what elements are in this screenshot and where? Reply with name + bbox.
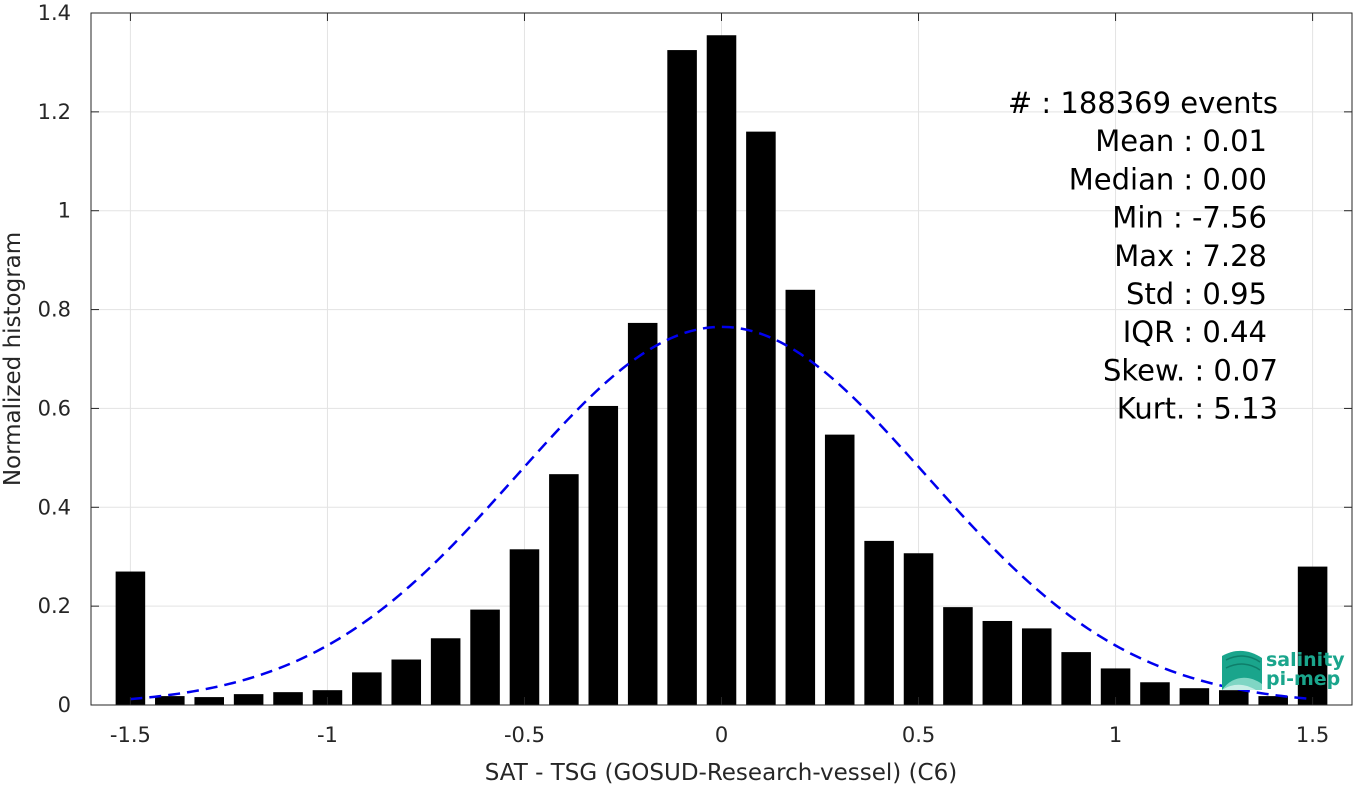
stat-line-4: Max : 7.28	[1114, 239, 1267, 273]
histogram-bar-20	[903, 553, 934, 705]
histogram-bar-10	[509, 549, 540, 705]
axis-ticks	[91, 12, 1352, 706]
stat-line-3: Min : -7.56	[1112, 201, 1267, 235]
stat-line-8: Kurt. : 5.13	[1117, 392, 1278, 426]
histogram-bar-0	[115, 571, 146, 705]
statistics-box: # : 188369 events Mean : 0.01 Median : 0.0…	[1008, 86, 1278, 426]
histogram-bar-29	[1258, 696, 1288, 705]
histogram-bar-1	[155, 696, 185, 705]
y-tick-label-4: 0.8	[38, 298, 71, 322]
stat-line-7: Skew. : 0.07	[1103, 353, 1278, 387]
x-tick-label-5: 1	[1109, 723, 1122, 747]
histogram-bar-23	[1021, 628, 1052, 705]
histogram-bar-7	[391, 659, 422, 705]
histogram-bar-3	[233, 694, 264, 705]
histogram-bar-27	[1179, 688, 1210, 705]
stat-line-5: Std : 0.95	[1126, 277, 1267, 311]
histogram-bar-12	[588, 405, 619, 705]
histogram-bar-4	[273, 692, 303, 705]
logo-text-pi-mep: pi-mep	[1266, 668, 1340, 690]
histogram-bar-24	[1061, 652, 1091, 705]
salinity-pi-mep-logo: salinity pi-mep	[1222, 649, 1345, 690]
stat-line-0: # : 188369 events	[1008, 86, 1278, 120]
histogram-bar-19	[864, 540, 894, 705]
x-tick-label-2: -0.5	[504, 723, 545, 747]
y-tick-labels: 0 0.2 0.4 0.6 0.8 1 1.2 1.4	[38, 1, 71, 717]
y-tick-label-2: 0.4	[38, 495, 71, 519]
stat-line-6: IQR : 0.44	[1123, 315, 1267, 349]
x-tick-label-6: 1.5	[1296, 723, 1329, 747]
x-tick-label-4: 0.5	[902, 723, 935, 747]
gaussian-fit-curve	[130, 325, 1313, 701]
histogram-bar-21	[943, 607, 973, 705]
stat-line-2: Median : 0.00	[1069, 162, 1267, 196]
histogram-bar-28	[1219, 690, 1249, 705]
x-tick-label-3: 0	[715, 723, 728, 747]
x-axis-label: SAT - TSG (GOSUD-Research-vessel) (C6)	[485, 760, 957, 785]
histogram-bar-2	[194, 697, 224, 705]
histogram-bar-18	[824, 434, 855, 705]
histogram-bar-11	[549, 474, 579, 705]
histogram-bars	[115, 35, 1328, 706]
y-tick-label-0: 0	[58, 693, 71, 717]
y-tick-label-7: 1.4	[38, 1, 71, 25]
histogram-bar-15	[706, 35, 737, 705]
histogram-bar-13	[627, 322, 658, 705]
stat-line-1: Mean : 0.01	[1095, 124, 1267, 158]
histogram-bar-9	[470, 609, 500, 705]
x-tick-label-1: -1	[317, 723, 338, 747]
histogram-bar-17	[785, 289, 816, 705]
logo-text-salinity: salinity	[1266, 649, 1345, 671]
histogram-bar-14	[667, 50, 697, 706]
y-tick-label-6: 1.2	[38, 100, 71, 124]
histogram-bar-8	[430, 638, 461, 705]
histogram-bar-26	[1140, 682, 1170, 705]
y-axis-label: Normalized histogram	[0, 232, 26, 486]
histogram-bar-22	[982, 620, 1013, 705]
x-tick-label-0: -1.5	[110, 723, 151, 747]
histogram-bar-16	[746, 131, 776, 706]
y-tick-label-3: 0.6	[38, 396, 71, 420]
histogram-bar-30	[1297, 566, 1328, 705]
y-tick-label-1: 0.2	[38, 594, 71, 618]
waves-icon	[1222, 650, 1262, 690]
x-tick-labels: -1.5 -1 -0.5 0 0.5 1 1.5	[110, 723, 1329, 747]
y-tick-label-5: 1	[58, 199, 71, 223]
histogram-bar-6	[352, 672, 382, 705]
